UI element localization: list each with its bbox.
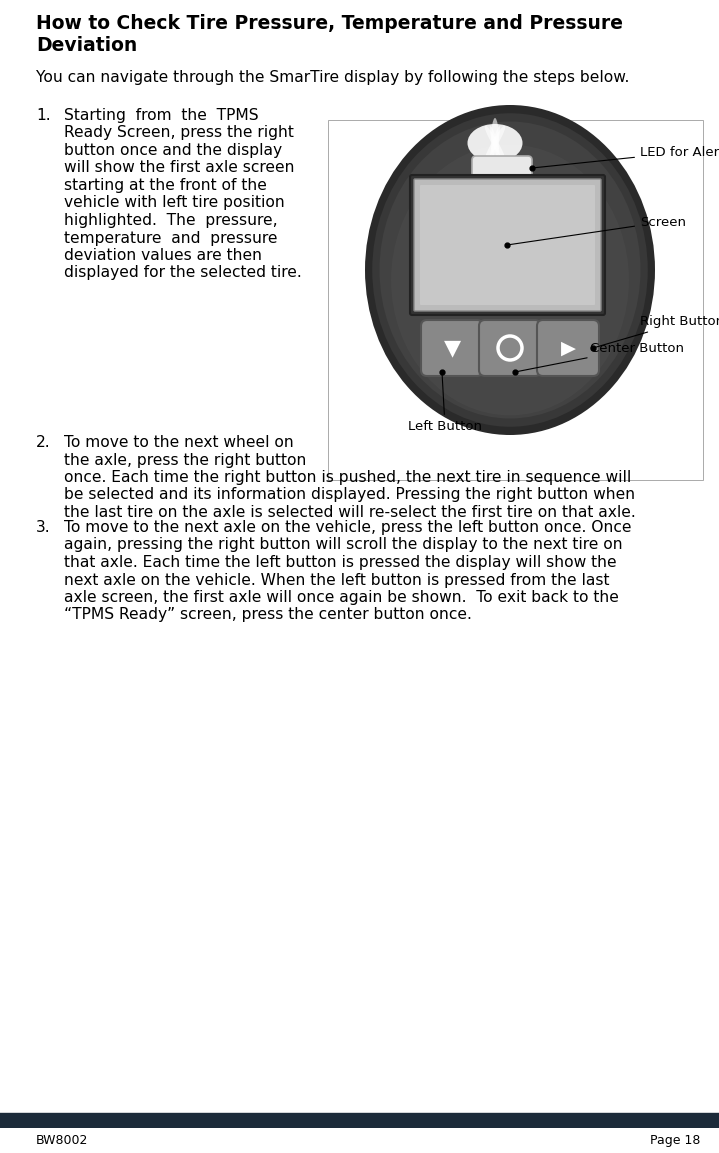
- Ellipse shape: [380, 121, 641, 419]
- Text: temperature  and  pressure: temperature and pressure: [64, 231, 278, 246]
- Text: once. Each time the right button is pushed, the next tire in sequence will: once. Each time the right button is push…: [64, 470, 631, 485]
- Text: Center Button: Center Button: [518, 341, 684, 371]
- Text: the axle, press the right button: the axle, press the right button: [64, 452, 306, 467]
- FancyBboxPatch shape: [472, 156, 532, 180]
- Text: ▼: ▼: [444, 338, 461, 357]
- Text: Right Button: Right Button: [595, 316, 719, 347]
- Text: 2.: 2.: [36, 435, 50, 450]
- Text: again, pressing the right button will scroll the display to the next tire on: again, pressing the right button will sc…: [64, 537, 623, 552]
- Text: that axle. Each time the left button is pressed the display will show the: that axle. Each time the left button is …: [64, 555, 617, 570]
- Text: will show the first axle screen: will show the first axle screen: [64, 160, 295, 175]
- Text: deviation values are then: deviation values are then: [64, 248, 262, 263]
- Text: LED for Alerts: LED for Alerts: [535, 145, 719, 167]
- FancyBboxPatch shape: [537, 321, 599, 376]
- Text: starting at the front of the: starting at the front of the: [64, 178, 267, 193]
- Bar: [0, 1114, 719, 1128]
- Text: ▶: ▶: [561, 339, 575, 357]
- Text: BW8002: BW8002: [36, 1135, 88, 1147]
- Text: Deviation: Deviation: [36, 36, 137, 55]
- Text: vehicle with left tire position: vehicle with left tire position: [64, 196, 285, 211]
- FancyBboxPatch shape: [420, 184, 595, 306]
- FancyBboxPatch shape: [410, 175, 605, 315]
- Ellipse shape: [490, 126, 500, 160]
- Text: Screen: Screen: [510, 216, 686, 244]
- Text: To move to the next axle on the vehicle, press the left button once. Once: To move to the next axle on the vehicle,…: [64, 520, 631, 535]
- Ellipse shape: [490, 126, 500, 160]
- Text: Starting  from  the  TPMS: Starting from the TPMS: [64, 108, 259, 123]
- Bar: [328, 120, 703, 480]
- Ellipse shape: [365, 105, 655, 435]
- Ellipse shape: [391, 144, 629, 415]
- Text: next axle on the vehicle. When the left button is pressed from the last: next axle on the vehicle. When the left …: [64, 573, 610, 588]
- Text: highlighted.  The  pressure,: highlighted. The pressure,: [64, 213, 278, 228]
- Text: be selected and its information displayed. Pressing the right button when: be selected and its information displaye…: [64, 488, 635, 503]
- Text: 1.: 1.: [36, 108, 50, 123]
- FancyBboxPatch shape: [414, 179, 601, 311]
- Ellipse shape: [485, 126, 505, 160]
- Text: displayed for the selected tire.: displayed for the selected tire.: [64, 265, 302, 280]
- Text: Ready Screen, press the right: Ready Screen, press the right: [64, 126, 294, 141]
- Text: “TPMS Ready” screen, press the center button once.: “TPMS Ready” screen, press the center bu…: [64, 608, 472, 623]
- Ellipse shape: [372, 113, 648, 427]
- Ellipse shape: [485, 126, 505, 160]
- Text: the last tire on the axle is selected will re-select the first tire on that axle: the last tire on the axle is selected wi…: [64, 505, 636, 520]
- Ellipse shape: [467, 125, 523, 163]
- Text: button once and the display: button once and the display: [64, 143, 282, 158]
- Text: Page 18: Page 18: [650, 1135, 700, 1147]
- Text: 3.: 3.: [36, 520, 50, 535]
- Text: You can navigate through the SmarTire display by following the steps below.: You can navigate through the SmarTire di…: [36, 70, 629, 85]
- Ellipse shape: [491, 118, 499, 168]
- FancyBboxPatch shape: [479, 321, 541, 376]
- Text: To move to the next wheel on: To move to the next wheel on: [64, 435, 294, 450]
- Text: Left Button: Left Button: [408, 375, 482, 434]
- FancyBboxPatch shape: [421, 321, 483, 376]
- Text: How to Check Tire Pressure, Temperature and Pressure: How to Check Tire Pressure, Temperature …: [36, 14, 623, 33]
- Text: axle screen, the first axle will once again be shown.  To exit back to the: axle screen, the first axle will once ag…: [64, 590, 619, 605]
